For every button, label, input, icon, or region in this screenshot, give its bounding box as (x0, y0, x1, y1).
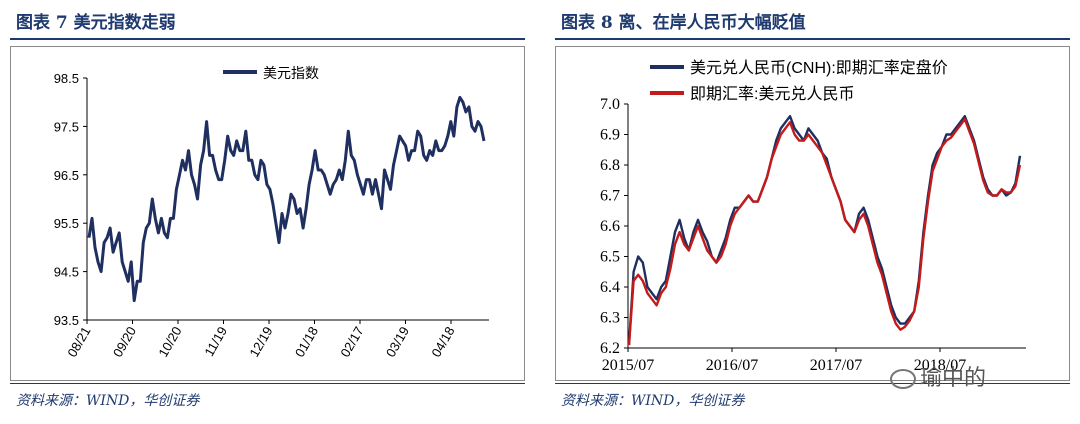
wechat-icon (890, 369, 916, 389)
x-tick-label: 02/17 (337, 324, 366, 360)
x-tick-label: 01/18 (292, 324, 321, 360)
legend-label: 美元指数 (263, 65, 319, 81)
y-tick-label: 93.5 (54, 313, 79, 328)
x-tick-label: 2015/07 (602, 357, 654, 374)
y-tick-label: 6.4 (600, 279, 620, 296)
source-note: 资料来源：WIND，华创证券 (561, 393, 745, 409)
x-tick-label: 09/20 (110, 324, 139, 360)
y-tick-label: 6.2 (600, 340, 620, 357)
usd-index-chart: 98.5 97.5 96.5 95.5 94.5 93.508/21 09/20 10/20 1… (54, 65, 489, 360)
x-tick-label: 2016/07 (706, 357, 758, 374)
series-line-1 (627, 114, 1022, 346)
y-tick-label: 6.7 (600, 188, 620, 205)
x-tick-label: 2017/07 (810, 357, 862, 374)
y-tick-label: 6.9 (600, 127, 620, 144)
legend-label: 即期汇率:美元兑人民币 (690, 85, 854, 103)
figure-title: 图表 7 美元指数走弱 (16, 13, 176, 33)
y-tick-label: 6.5 (600, 249, 620, 266)
chart-frame: 7.0 6.9 6.8 6.7 6.6 6.5 6.4 6.3 6.2 2015/07 2016/0… (555, 46, 1070, 381)
x-tick-label: 04/18 (428, 324, 457, 360)
figure-title: 图表 8 离、在岸人民币大幅贬值 (561, 13, 806, 33)
y-tick-label: 94.5 (54, 265, 79, 280)
title-rule (555, 38, 1070, 40)
y-tick-label: 6.3 (600, 310, 620, 327)
x-tick-label: 08/21 (64, 324, 93, 360)
series-line-1 (87, 95, 486, 303)
watermark: 瑜中的 (890, 360, 986, 392)
x-tick-label: 10/20 (155, 324, 184, 360)
y-tick-label: 6.6 (600, 218, 620, 235)
chart-frame: 98.5 97.5 96.5 95.5 94.5 93.5 08/21 09/20 10/20 1… (10, 46, 525, 381)
y-tick-label: 7.0 (600, 96, 620, 113)
x-tick-label: 11/19 (201, 324, 230, 359)
x-tick-label: 12/19 (246, 324, 275, 360)
source-rule (10, 383, 525, 384)
x-tick-label: 03/19 (383, 324, 412, 360)
y-tick-label: 6.8 (600, 157, 620, 174)
y-tick-label: 98.5 (54, 71, 79, 86)
series-line-2 (627, 117, 1022, 346)
y-tick-label: 96.5 (54, 168, 79, 183)
watermark-text: 瑜中的 (920, 366, 987, 391)
y-tick-label: 97.5 (54, 119, 79, 134)
title-rule (10, 38, 525, 40)
figure-8: 图表 8 离、在岸人民币大幅贬值 7.0 6.9 6.8 6.7 6.6 6.5 6.4 6.… (555, 0, 1070, 424)
figure-7: 图表 7 美元指数走弱 98.5 97.5 96.5 95.5 94.5 93.5 08/2… (10, 0, 525, 424)
y-tick-label: 95.5 (54, 216, 79, 231)
source-rule (555, 383, 1070, 384)
x-tick-label: 2018/07 (914, 357, 966, 374)
legend-label: 美元兑人民币(CNH):即期汇率定盘价 (690, 58, 948, 77)
source-note: 资料来源：WIND，华创证券 (16, 393, 200, 409)
